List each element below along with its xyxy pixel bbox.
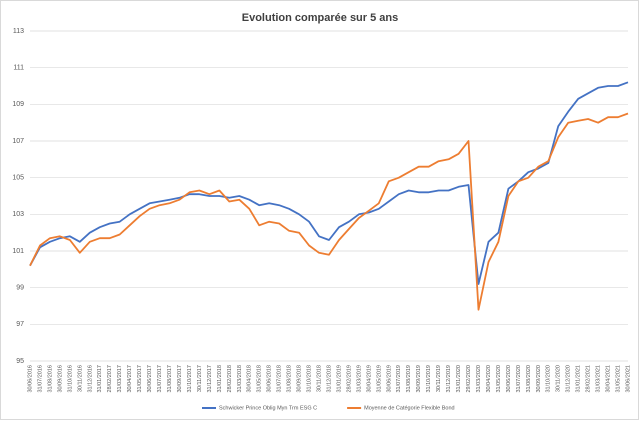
x-tick-label: 31/07/2018 bbox=[277, 365, 283, 393]
x-tick-label: 31/12/2018 bbox=[326, 365, 332, 393]
x-tick-label: 31/05/2017 bbox=[137, 365, 143, 393]
y-tick-label: 95 bbox=[16, 358, 24, 365]
x-tick-label: 30/06/2019 bbox=[386, 365, 392, 393]
x-tick-label: 31/12/2017 bbox=[207, 365, 213, 393]
y-tick-label: 105 bbox=[12, 175, 24, 182]
x-tick-label: 30/09/2018 bbox=[297, 365, 303, 393]
x-tick-label: 31/12/2020 bbox=[566, 365, 572, 393]
x-tick-label: 28/02/2018 bbox=[227, 365, 233, 393]
legend-label: Schwicker Prince Oblig Myn Trm ESG C bbox=[219, 405, 317, 411]
x-tick-label: 30/09/2020 bbox=[536, 365, 542, 393]
x-tick-label: 30/11/2020 bbox=[556, 365, 562, 392]
y-tick-label: 111 bbox=[13, 65, 24, 72]
x-tick-label: 31/03/2021 bbox=[596, 365, 602, 393]
x-tick-label: 31/07/2019 bbox=[396, 365, 402, 393]
x-tick-label: 28/02/2021 bbox=[586, 365, 592, 393]
x-tick-label: 31/05/2021 bbox=[615, 365, 621, 393]
x-tick-label: 31/07/2016 bbox=[37, 365, 43, 393]
x-tick-label: 31/08/2019 bbox=[406, 365, 412, 393]
x-tick-label: 30/04/2020 bbox=[486, 365, 492, 393]
series-line bbox=[29, 112, 629, 311]
y-tick-label: 113 bbox=[13, 28, 24, 35]
x-tick-label: 31/05/2020 bbox=[496, 365, 502, 393]
x-tick-label: 31/07/2020 bbox=[516, 365, 522, 393]
x-tick-label: 30/11/2019 bbox=[436, 365, 442, 392]
x-tick-label: 31/10/2017 bbox=[187, 365, 193, 393]
y-tick-label: 101 bbox=[12, 248, 24, 255]
x-tick-label: 31/08/2017 bbox=[167, 365, 173, 393]
x-tick-label: 31/01/2020 bbox=[456, 365, 462, 393]
x-tick-label: 31/07/2017 bbox=[157, 365, 163, 393]
x-tick-label: 31/10/2016 bbox=[67, 365, 73, 393]
x-tick-label: 28/02/2019 bbox=[346, 365, 352, 393]
legend-label: Moyenne de Catégorie Flexible Bond bbox=[364, 405, 455, 411]
x-tick-label: 31/08/2020 bbox=[526, 365, 532, 393]
x-tick-label: 28/02/2017 bbox=[107, 365, 113, 393]
x-tick-label: 30/04/2018 bbox=[247, 365, 253, 393]
x-tick-label: 31/03/2017 bbox=[117, 365, 123, 393]
x-tick-label: 31/03/2020 bbox=[476, 365, 482, 393]
x-tick-label: 31/10/2018 bbox=[307, 365, 313, 393]
series-line bbox=[29, 81, 629, 285]
x-tick-label: 31/10/2019 bbox=[426, 365, 432, 393]
x-tick-label: 31/10/2020 bbox=[546, 365, 552, 393]
x-tick-label: 30/09/2019 bbox=[416, 365, 422, 393]
x-tick-label: 30/06/2021 bbox=[625, 365, 631, 393]
x-tick-label: 30/11/2017 bbox=[197, 365, 203, 392]
x-tick-label: 30/06/2020 bbox=[506, 365, 512, 393]
chart-title: Evolution comparée sur 5 ans bbox=[242, 12, 399, 24]
x-tick-label: 30/04/2017 bbox=[127, 365, 133, 393]
y-tick-label: 97 bbox=[16, 321, 24, 328]
x-tick-label: 31/12/2019 bbox=[446, 365, 452, 393]
x-tick-label: 30/09/2017 bbox=[177, 365, 183, 393]
x-tick-label: 31/01/2021 bbox=[576, 365, 582, 393]
x-tick-label: 30/11/2016 bbox=[77, 365, 83, 392]
y-tick-label: 103 bbox=[12, 211, 24, 218]
x-tick-label: 31/05/2019 bbox=[376, 365, 382, 393]
y-tick-label: 109 bbox=[12, 101, 24, 108]
y-tick-label: 99 bbox=[16, 285, 24, 292]
x-tick-label: 30/04/2019 bbox=[366, 365, 372, 393]
x-tick-label: 31/03/2019 bbox=[356, 365, 362, 393]
x-tick-label: 31/01/2018 bbox=[217, 365, 223, 393]
x-tick-label: 30/06/2017 bbox=[147, 365, 153, 393]
x-tick-label: 29/02/2020 bbox=[466, 365, 472, 393]
y-tick-label: 107 bbox=[12, 138, 24, 145]
x-tick-label: 31/05/2018 bbox=[257, 365, 263, 393]
x-tick-label: 31/12/2016 bbox=[87, 365, 93, 393]
x-tick-label: 30/06/2016 bbox=[27, 365, 33, 393]
x-tick-label: 30/06/2018 bbox=[267, 365, 273, 393]
x-tick-label: 30/04/2021 bbox=[606, 365, 612, 393]
x-tick-label: 31/08/2018 bbox=[287, 365, 293, 393]
x-tick-label: 31/01/2017 bbox=[97, 365, 103, 393]
x-tick-label: 31/01/2019 bbox=[336, 365, 342, 393]
x-tick-label: 30/11/2018 bbox=[316, 365, 322, 392]
x-tick-label: 30/09/2016 bbox=[57, 365, 63, 393]
x-tick-label: 31/08/2016 bbox=[47, 365, 53, 393]
x-tick-label: 31/03/2018 bbox=[237, 365, 243, 393]
